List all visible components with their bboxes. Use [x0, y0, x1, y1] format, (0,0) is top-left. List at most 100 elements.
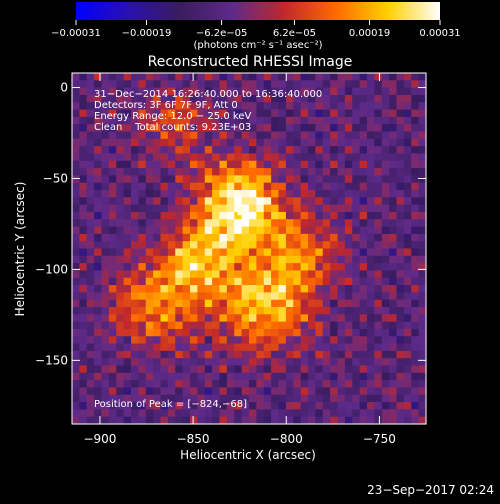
heatmap-cell [79, 409, 88, 418]
heatmap-cell [330, 146, 339, 155]
heatmap-cell [315, 197, 324, 206]
heatmap-cell [256, 314, 265, 323]
heatmap-cell [190, 255, 198, 264]
heatmap-cell [234, 285, 243, 293]
heatmap-cell [131, 175, 139, 184]
heatmap-cell [300, 219, 309, 228]
heatmap-cell [315, 270, 324, 279]
heatmap-cell [396, 124, 405, 133]
heatmap-cell [153, 182, 162, 191]
heatmap-cell [374, 263, 383, 272]
heatmap-cell [234, 80, 243, 89]
heatmap-cell [381, 255, 390, 264]
heatmap-cell [167, 219, 176, 228]
heatmap-cell [116, 87, 125, 96]
heatmap-cell [160, 394, 169, 403]
heatmap-cell [418, 387, 427, 396]
heatmap-cell [153, 402, 162, 410]
heatmap-cell [293, 394, 302, 403]
heatmap-cell [263, 138, 272, 147]
heatmap-cell [167, 380, 176, 389]
heatmap-cell [285, 285, 294, 293]
heatmap-cell [167, 109, 176, 118]
heatmap-cell [108, 394, 117, 403]
heatmap-cell [300, 402, 309, 410]
heatmap-cell [175, 255, 184, 264]
heatmap-cell [116, 168, 125, 176]
heatmap-cell [256, 394, 265, 403]
heatmap-cell [322, 314, 331, 323]
heatmap-cell [308, 131, 316, 140]
heatmap-cell [249, 73, 257, 81]
heatmap-cell [381, 80, 390, 89]
heatmap-cell [138, 182, 147, 191]
heatmap-cell [315, 87, 324, 96]
heatmap-cell [344, 409, 353, 418]
heatmap-cell [241, 321, 250, 330]
heatmap-cell [322, 226, 331, 235]
heatmap-cell [256, 365, 265, 374]
heatmap-cell [256, 175, 265, 184]
heatmap-cell [249, 233, 257, 242]
heatmap-cell [131, 263, 139, 272]
heatmap-cell [108, 80, 117, 89]
heatmap-cell [256, 131, 265, 140]
heatmap-cell [197, 358, 206, 367]
heatmap-cell [352, 292, 361, 301]
heatmap-cell [204, 146, 213, 155]
heatmap-cell [197, 409, 206, 418]
heatmap-cell [330, 241, 339, 250]
heatmap-cell [249, 109, 257, 118]
colorbar-tick-label: −6.2e−05 [196, 28, 248, 39]
heatmap-cell [300, 365, 309, 374]
heatmap-cell [411, 263, 420, 272]
heatmap-cell [226, 226, 235, 235]
heatmap-cell [396, 387, 405, 396]
heatmap-cell [256, 336, 265, 345]
heatmap-cell [219, 102, 228, 111]
heatmap-cell [403, 138, 412, 147]
heatmap-cell [175, 299, 184, 308]
heatmap-cell [234, 307, 243, 315]
heatmap-cell [175, 248, 184, 257]
heatmap-cell [344, 233, 353, 242]
heatmap-cell [418, 197, 427, 206]
heatmap-cell [190, 80, 198, 89]
heatmap-cell [86, 94, 95, 103]
heatmap-cell [86, 321, 95, 330]
heatmap-cell [160, 409, 169, 418]
heatmap-cell [381, 314, 390, 323]
heatmap-cell [278, 138, 287, 147]
heatmap-cell [94, 380, 103, 389]
heatmap-cell [219, 402, 228, 410]
heatmap-cell [381, 226, 390, 235]
heatmap-cell [308, 270, 316, 279]
heatmap-cell [153, 292, 162, 301]
heatmap-cell [79, 175, 88, 184]
heatmap-cell [234, 168, 243, 176]
heatmap-cell [160, 350, 169, 359]
heatmap-cell [322, 343, 331, 352]
heatmap-cell [204, 233, 213, 242]
heatmap-cell [352, 255, 361, 264]
heatmap-cell [381, 138, 390, 147]
heatmap-cell [411, 190, 420, 198]
heatmap-cell [241, 365, 250, 374]
heatmap-cell [101, 321, 110, 330]
heatmap-cell [418, 328, 427, 337]
heatmap-cell [167, 263, 176, 272]
heatmap-cell [219, 146, 228, 155]
heatmap-cell [79, 233, 88, 242]
heatmap-cell [249, 248, 257, 257]
heatmap-cell [94, 358, 103, 367]
heatmap-cell [72, 299, 80, 308]
heatmap-cell [396, 182, 405, 191]
heatmap-cell [160, 102, 169, 111]
heatmap-cell [94, 116, 103, 125]
heatmap-cell [381, 204, 390, 213]
heatmap-cell [271, 160, 280, 169]
heatmap-cell [271, 307, 280, 315]
heatmap-cell [337, 409, 346, 418]
heatmap-cell [403, 109, 412, 118]
heatmap-cell [116, 233, 125, 242]
